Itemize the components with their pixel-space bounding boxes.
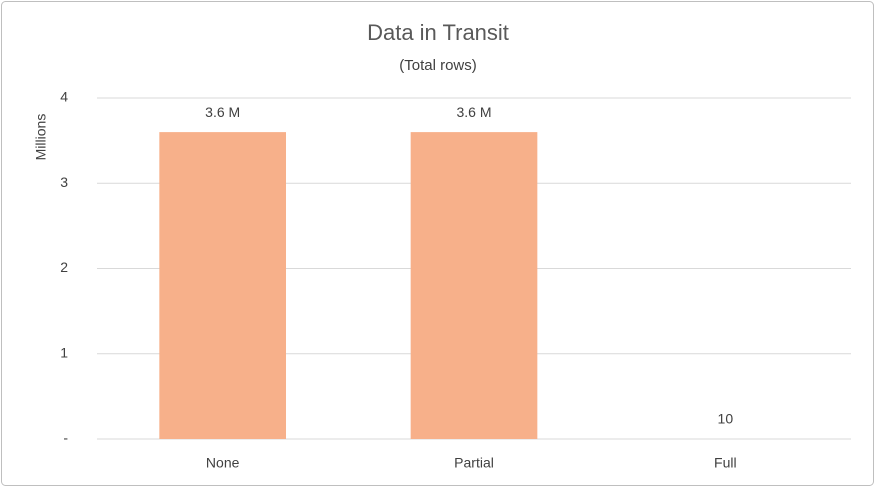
- chart-subtitle: (Total rows): [399, 57, 477, 74]
- chart-title: Data in Transit: [367, 20, 509, 45]
- y-tick-label: 3: [60, 174, 68, 190]
- y-tick-label: 1: [60, 344, 68, 360]
- x-tick-label: Partial: [454, 455, 494, 471]
- x-tick-label: None: [206, 455, 240, 471]
- y-tick-label: -: [63, 430, 68, 446]
- y-tick-label: 4: [60, 89, 68, 105]
- data-label: 3.6 M: [205, 104, 240, 120]
- bar: [159, 132, 287, 439]
- y-axis-label: Millions: [33, 114, 49, 161]
- y-tick-label: 2: [60, 259, 68, 275]
- data-label: 10: [718, 411, 734, 427]
- bar: [410, 132, 538, 439]
- data-label: 3.6 M: [456, 104, 491, 120]
- x-tick-label: Full: [714, 455, 737, 471]
